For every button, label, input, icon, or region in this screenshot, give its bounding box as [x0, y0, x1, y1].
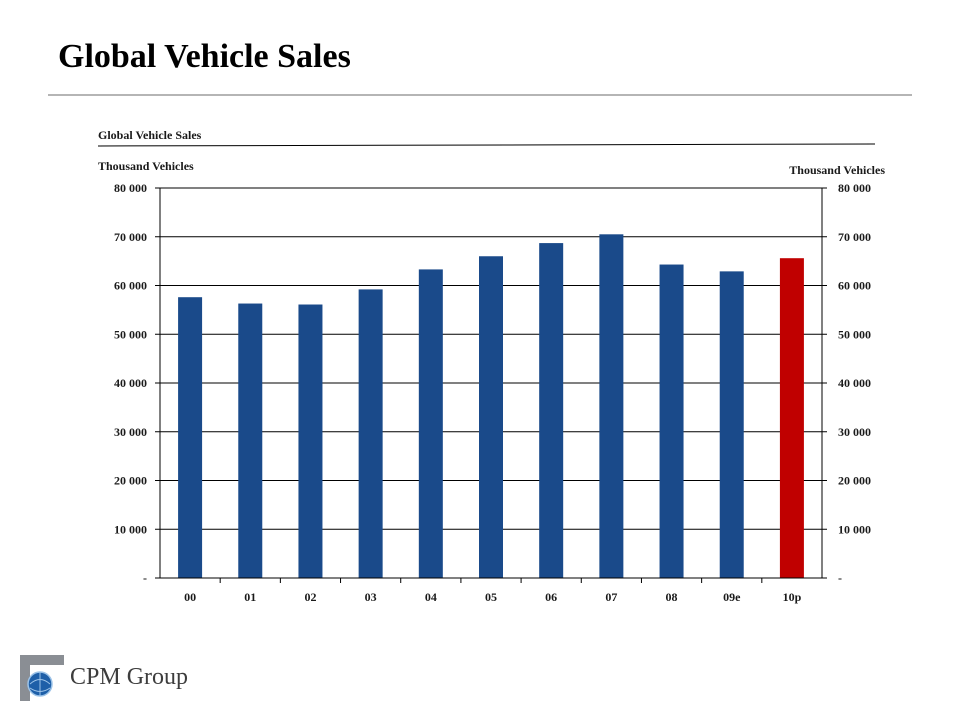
y-tick-label-right: 20 000 [838, 474, 871, 488]
bar-03 [358, 289, 383, 578]
y-tick-label-right: 60 000 [838, 279, 871, 293]
title-divider [48, 94, 912, 96]
x-tick-label: 08 [666, 590, 678, 604]
y-tick-label-left: - [143, 571, 147, 585]
x-tick-label: 05 [485, 590, 497, 604]
bar-04 [418, 269, 443, 578]
x-tick-label: 07 [605, 590, 617, 604]
y-tick-label-right: 10 000 [838, 522, 871, 536]
y-axis-label-right: Thousand Vehicles [789, 163, 885, 177]
bar-07 [599, 234, 624, 578]
bar-02 [298, 304, 323, 578]
cpm-group-logo [20, 655, 64, 701]
bar-08 [659, 264, 684, 578]
y-tick-label-right: 80 000 [838, 181, 871, 195]
x-tick-label: 01 [244, 590, 256, 604]
chart-title-rule [97, 143, 876, 147]
y-tick-label-left: 20 000 [114, 474, 147, 488]
y-tick-label-left: 60 000 [114, 279, 147, 293]
bar-09e [719, 271, 744, 578]
x-tick-label: 02 [304, 590, 316, 604]
y-tick-label-right: 50 000 [838, 327, 871, 341]
y-tick-label-left: 80 000 [114, 181, 147, 195]
y-tick-label-left: 70 000 [114, 230, 147, 244]
bar-10p [779, 258, 804, 578]
y-tick-label-left: 30 000 [114, 425, 147, 439]
x-tick-label: 09e [723, 590, 741, 604]
y-tick-label-left: 40 000 [114, 376, 147, 390]
y-tick-label-left: 10 000 [114, 522, 147, 536]
y-tick-label-right: - [838, 571, 842, 585]
y-tick-label-right: 70 000 [838, 230, 871, 244]
logo-text: CPM Group [70, 664, 189, 690]
x-tick-label: 04 [425, 590, 437, 604]
slide-title: Global Vehicle Sales [58, 38, 351, 75]
x-tick-label: 00 [184, 590, 196, 604]
x-tick-label: 03 [365, 590, 377, 604]
x-tick-label: 06 [545, 590, 557, 604]
chart-title: Global Vehicle Sales [98, 128, 202, 142]
bar-01 [238, 303, 263, 578]
x-tick-label: 10p [783, 590, 802, 604]
bar-05 [479, 256, 503, 578]
y-tick-label-right: 30 000 [838, 425, 871, 439]
y-tick-label-left: 50 000 [114, 327, 147, 341]
y-axis-label-left: Thousand Vehicles [98, 159, 194, 173]
bar-00 [178, 297, 203, 578]
bar-06 [539, 243, 564, 578]
y-tick-label-right: 40 000 [838, 376, 871, 390]
